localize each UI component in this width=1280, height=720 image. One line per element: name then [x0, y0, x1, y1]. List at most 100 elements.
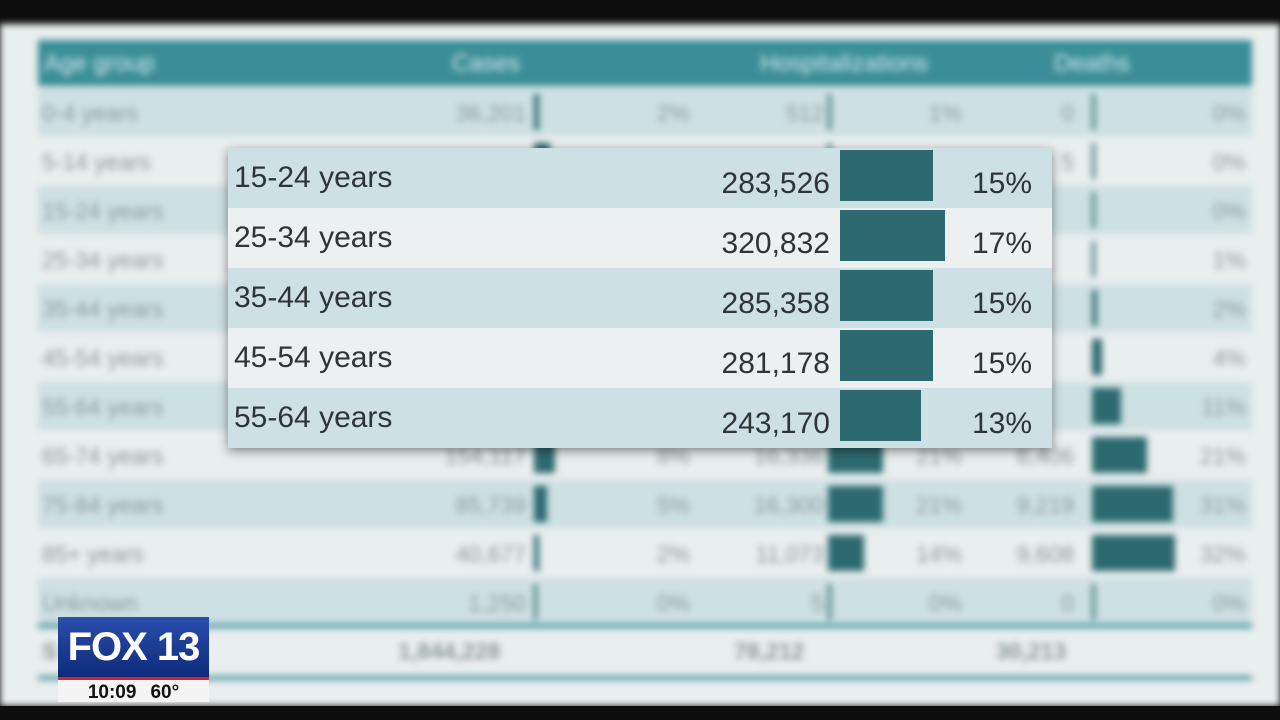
table-row: 85+ years 40,677 2% 11,073 14% 9,608 32% — [38, 529, 1252, 577]
deaths-pct-cell: 1% — [1212, 247, 1246, 273]
time-temp-bar: 10:09 60° — [58, 677, 209, 703]
deaths-cell: 9,219 — [1016, 492, 1074, 518]
total-hospitalizations: 78,212 — [734, 638, 805, 664]
cases-pct-cell: 2% — [656, 100, 690, 126]
zoom-cases-value: 320,832 — [721, 227, 830, 260]
deaths-bar — [1092, 486, 1173, 522]
age-cell: Unknown — [42, 590, 138, 616]
deaths-pct-cell: 4% — [1212, 345, 1246, 371]
hosp-pct-cell: 21% — [915, 492, 962, 518]
zoom-percent: 17% — [971, 227, 1032, 260]
zoom-cases-value: 281,178 — [721, 347, 830, 380]
zoom-percent: 15% — [971, 167, 1032, 200]
hosp-cell: 11,073 — [755, 541, 824, 567]
deaths-pct-cell: 0% — [1212, 198, 1246, 224]
hosp-pct-cell: 0% — [928, 590, 962, 616]
deaths-pct-cell: 2% — [1212, 296, 1246, 322]
zoom-percent: 13% — [971, 407, 1032, 440]
deaths-bar — [1092, 290, 1098, 326]
deaths-bar — [1092, 241, 1095, 277]
cases-cell: 40,677 — [455, 541, 526, 567]
table-row: 0-4 years 36,201 2% 512 1% 0 0% — [38, 88, 1252, 136]
zoom-row: 35-44 years 285,358 15% — [228, 268, 1052, 328]
zoom-row: 45-54 years 281,178 15% — [228, 328, 1052, 388]
zoom-cases-value: 285,358 — [721, 287, 830, 320]
zoom-share-bar — [840, 210, 946, 261]
zoom-age-label: 55-64 years — [234, 401, 393, 434]
cases-cell: 1,250 — [468, 590, 526, 616]
total-cases: 1,844,228 — [398, 638, 501, 664]
table-total-row: S 1,844,228 78,212 30,213 — [38, 624, 1252, 680]
age-cell: 35-44 years — [42, 296, 164, 322]
zoom-share-bar — [840, 390, 921, 441]
hosp-bar — [828, 486, 883, 522]
deaths-pct-cell: 32% — [1199, 541, 1246, 567]
deaths-cell: 0 — [1061, 100, 1074, 126]
table-row: Unknown 1,250 0% 5 0% 0 0% — [38, 578, 1252, 626]
deaths-bar — [1092, 94, 1095, 130]
hosp-cell: 16,300 — [753, 492, 824, 518]
deaths-bar — [1092, 339, 1103, 375]
deaths-bar — [1092, 388, 1121, 424]
deaths-bar — [1092, 437, 1147, 473]
deaths-bar — [1092, 192, 1095, 228]
station-bug: FOX 13 10:09 60° — [58, 617, 209, 703]
header-hospitalizations: Hospitalizations — [760, 50, 929, 77]
deaths-pct-cell: 0% — [1212, 149, 1246, 175]
hosp-pct-cell: 1% — [928, 100, 962, 126]
table-header: Age group Cases Hospitalizations Deaths — [38, 40, 1252, 86]
header-age: Age group — [44, 50, 155, 77]
letterbox-bottom — [0, 706, 1280, 720]
age-cell: 55-64 years — [42, 394, 164, 420]
zoom-row: 15-24 years 283,526 15% — [228, 148, 1052, 208]
total-label: S — [42, 638, 58, 664]
total-deaths: 30,213 — [996, 638, 1067, 664]
fox13-logo: FOX 13 — [58, 617, 209, 677]
hosp-cell: 5 — [811, 590, 824, 616]
zoom-share-bar — [840, 150, 933, 201]
deaths-cell: 0 — [1061, 590, 1074, 616]
cases-bar — [534, 584, 537, 620]
deaths-pct-cell: 0% — [1212, 590, 1246, 616]
cases-bar — [534, 486, 547, 522]
deaths-pct-cell: 0% — [1212, 100, 1246, 126]
hosp-cell: 512 — [785, 100, 824, 126]
clock-time: 10:09 — [87, 682, 137, 703]
zoom-percent: 15% — [971, 347, 1032, 380]
deaths-cell: 9,608 — [1016, 541, 1074, 567]
cases-cell: 36,201 — [455, 100, 526, 126]
header-cases: Cases — [452, 50, 521, 77]
zoom-share-bar — [840, 270, 933, 321]
age-cell: 75-84 years — [42, 492, 164, 518]
deaths-bar — [1092, 584, 1095, 620]
age-cell: 85+ years — [42, 541, 144, 567]
zoom-age-label: 35-44 years — [234, 281, 393, 314]
age-cell: 65-74 years — [42, 443, 164, 469]
zoom-cases-value: 283,526 — [721, 167, 830, 200]
zoom-age-label: 25-34 years — [234, 221, 393, 254]
cases-pct-cell: 0% — [656, 590, 690, 616]
hosp-bar — [828, 535, 865, 571]
hosp-bar — [828, 94, 831, 130]
age-cell: 45-54 years — [42, 345, 164, 371]
age-cell: 25-34 years — [42, 247, 164, 273]
zoom-row: 25-34 years 320,832 17% — [228, 208, 1052, 268]
zoom-percent: 15% — [971, 287, 1032, 320]
deaths-cell: 5 — [1061, 149, 1074, 175]
zoom-cases-value: 243,170 — [721, 407, 830, 440]
age-cell: 0-4 years — [42, 100, 138, 126]
temperature: 60° — [150, 682, 180, 703]
deaths-pct-cell: 11% — [1201, 394, 1246, 420]
zoom-age-label: 45-54 years — [234, 341, 393, 374]
cases-bar — [534, 94, 540, 130]
hosp-bar — [828, 584, 831, 620]
cases-bar — [534, 535, 540, 571]
deaths-pct-cell: 21% — [1199, 443, 1246, 469]
zoomed-table-panel: 15-24 years 283,526 15% 25-34 years 320,832 1… — [228, 148, 1052, 448]
cases-pct-cell: 2% — [656, 541, 690, 567]
table-row: 45-54 years 4% — [38, 333, 1252, 381]
table-row: 75-84 years 85,739 5% 16,300 21% 9,219 31% — [38, 480, 1252, 528]
zoom-share-bar — [840, 330, 933, 381]
age-cell: 15-24 years — [42, 198, 164, 224]
deaths-bar — [1092, 535, 1176, 571]
